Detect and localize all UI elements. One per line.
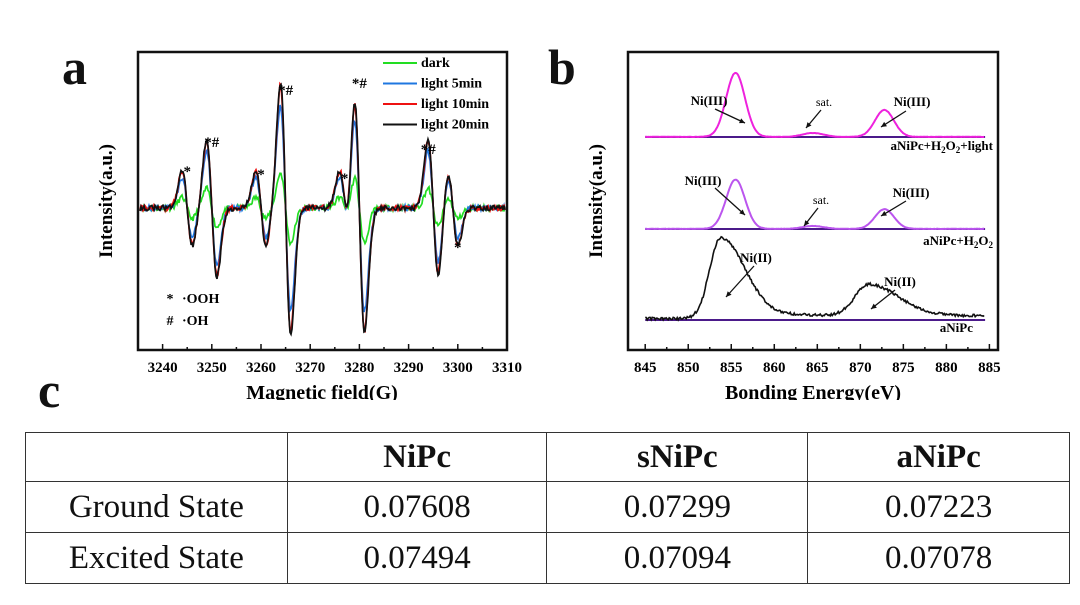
table-header-cell [25,432,288,482]
x-tick-label: 850 [677,360,700,376]
series-line-light-20min [139,82,506,337]
table-row-label: Ground State [25,481,288,533]
x-tick-label: 3240 [148,360,178,376]
x-tick-label: 870 [849,360,872,376]
x-tick-label: 845 [634,360,657,376]
peak-annotation: * [257,167,265,183]
peak-annotation: *# [421,142,437,158]
peak-annotation: *# [278,83,294,99]
series-line [645,71,985,139]
x-tick-label: 860 [763,360,786,376]
epr-spectrum-chart: 3240 3250 3260 3270 3280 3290 3300 3310 Intensi… [96,50,522,400]
key-symbol: * [167,292,174,307]
plot-frame [136,50,509,352]
plot-frame [626,50,1000,352]
y-axis-label: Intensity(a.u.) [96,144,117,258]
x-tick-label: 885 [978,360,1001,376]
key-label: ·OH [182,314,209,329]
legend-label: light 10min [421,97,489,112]
table-cell: 0.07078 [807,532,1070,584]
peak-annotation: * [341,171,349,187]
x-tick-label: 3270 [295,360,325,376]
series-label-h2o2: aNiPc+H2O2 [923,233,993,250]
arrowhead-icon [726,291,732,297]
xps-spectrum-chart: 845 850 855 860 865 870 875 880 885 Intensity(a.… [586,50,1001,400]
peak-annotation: * [454,240,462,256]
x-tick-label: 3310 [492,360,522,376]
x-tick-label: 3300 [443,360,473,376]
peak-annotation: Ni(III) [691,93,728,108]
panel-label-c: c [38,362,61,418]
table-row: Ground State 0.07608 0.07299 0.07223 [25,481,1070,533]
table-cell: 0.07608 [286,481,548,533]
peak-annotation: Ni(III) [893,185,930,200]
key-label: ·OOH [182,292,219,307]
annotation-arrow [714,187,746,216]
legend-label: light 5min [421,77,482,92]
x-tick-label: 3260 [246,360,276,376]
series-line [645,235,985,322]
arrowhead-icon [739,118,745,124]
peak-annotation: sat. [813,193,829,207]
legend-label: light 20min [421,118,489,133]
x-axis-label: Magnetic field(G) [246,382,398,400]
peak-annotation: Ni(III) [894,94,931,109]
peak-annotation: Ni(III) [685,173,722,188]
panel-label-b: b [548,39,576,95]
arrowhead-icon [806,122,812,128]
x-tick-label: 3250 [197,360,227,376]
series-line [645,178,985,231]
energy-table: NiPc sNiPc aNiPc Ground State 0.07608 0.… [25,432,1070,584]
peak-annotation: sat. [816,95,832,109]
peak-annotation: *# [204,135,220,151]
table-row: Excited State 0.07494 0.07094 0.07078 [25,532,1070,584]
table-header-cell: NiPc [286,432,548,482]
table-cell: 0.07494 [286,532,548,584]
panel-label-a: a [62,39,87,95]
table-header-row: NiPc sNiPc aNiPc [25,432,1070,482]
table-cell: 0.07094 [546,532,809,584]
x-tick-label: 875 [892,360,915,376]
x-tick-label: 865 [806,360,829,376]
annotation-arrow [725,265,755,298]
y-axis-label: Intensity(a.u.) [586,144,607,258]
table-cell: 0.07299 [546,481,809,533]
arrowhead-icon [739,209,745,215]
table-header-cell: sNiPc [546,432,809,482]
x-axis-label: Bonding Energy(eV) [725,382,901,400]
series-label-anipc: aNiPc [940,320,973,335]
annotation-arrow [714,108,746,124]
arrowhead-icon [804,220,810,226]
legend-label: dark [421,56,450,71]
arrowhead-icon [881,210,887,216]
peak-annotation: *# [352,76,368,92]
x-tick-label: 855 [720,360,743,376]
x-tick-label: 880 [935,360,958,376]
series-label-light: aNiPc+H2O2+light [890,138,993,155]
key-symbol: # [167,314,174,329]
arrowhead-icon [871,303,877,309]
peak-annotation: Ni(II) [740,250,772,265]
arrowhead-icon [881,121,887,127]
x-tick-label: 3280 [344,360,374,376]
table-cell: 0.07223 [807,481,1070,533]
table-header-cell: aNiPc [807,432,1070,482]
x-tick-label: 3290 [394,360,424,376]
peak-annotation: Ni(II) [884,274,916,289]
table-row-label: Excited State [25,532,288,584]
peak-annotation: * [183,164,191,180]
